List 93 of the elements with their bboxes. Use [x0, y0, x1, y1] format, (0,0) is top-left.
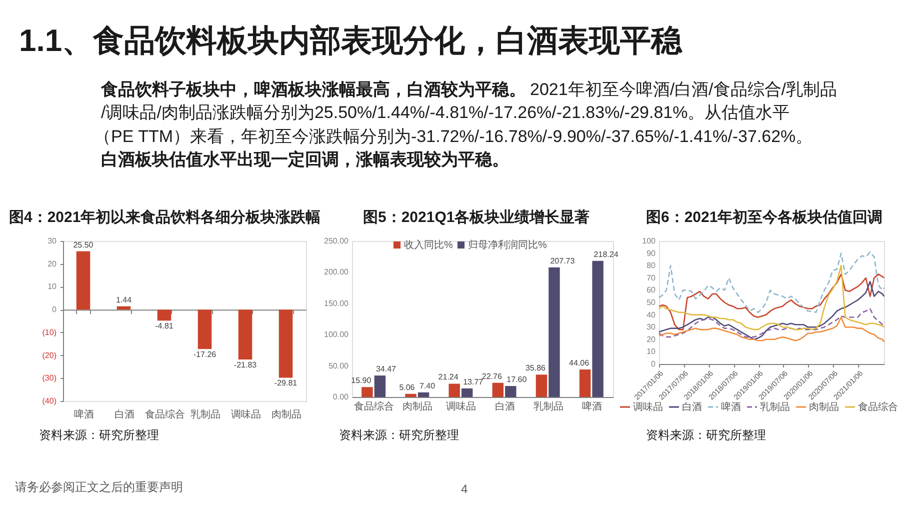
text: 资料来源：研究所整理 — [646, 428, 766, 442]
bar — [76, 251, 90, 310]
y-tick-label: (10) — [42, 328, 57, 337]
data-label: 13.77 — [463, 377, 484, 386]
legend-label: 收入同比% — [404, 239, 453, 251]
data-label: 15.90 — [351, 376, 372, 386]
y-tick-label: 30 — [646, 322, 656, 332]
bar — [405, 394, 416, 397]
y-tick-label: (20) — [42, 350, 57, 360]
chart-title: 图5：2021Q1各板块业绩增长显著 — [363, 209, 590, 226]
data-label: 22.76 — [482, 372, 502, 381]
y-tick-label: 40 — [646, 310, 656, 320]
bar — [492, 382, 504, 397]
data-label: 17.60 — [506, 375, 528, 384]
y-tick-label: 10 — [646, 347, 656, 356]
bar — [461, 388, 473, 397]
bar — [548, 267, 560, 397]
text: 白酒板块估值水平出现一定回调，涨幅表现较为平稳。 — [101, 150, 509, 169]
text: /调味品/肉制品涨跌幅分别为25.50%/1.44%/-4.81%/-17.26%/-21.83%/-29.81%。从估值水平 — [101, 103, 790, 122]
bar — [374, 375, 386, 397]
y-tick-label: 20 — [48, 259, 58, 268]
bar — [592, 260, 604, 397]
y-tick-label: 150.00 — [324, 298, 350, 308]
data-label: -21.83 — [234, 360, 258, 370]
text: 4 — [461, 482, 468, 496]
bar — [362, 387, 373, 397]
line-series — [658, 280, 885, 340]
text: 2021年初至今啤酒/白酒/食品综合/乳制品 — [530, 80, 837, 99]
x-tick-label: 乳制品 — [190, 408, 220, 420]
y-tick-label: 100.00 — [324, 330, 350, 340]
data-label: 25.50 — [73, 240, 94, 250]
line-series — [658, 308, 885, 338]
data-label: 21.24 — [438, 372, 459, 382]
chart-title: 图4：2021年初以来食品饮料各细分板块涨跌幅 — [9, 208, 321, 226]
y-tick-label: (40) — [42, 396, 57, 406]
y-tick-label: (30) — [42, 374, 57, 383]
data-label: 34.47 — [376, 364, 397, 374]
legend-label: 归母净利润同比% — [468, 239, 547, 251]
data-label: 7.40 — [420, 381, 436, 390]
text: （PE TTM）来看，年初至今涨跌幅分别为-31.72%/-16.78%/-9.90%/-37.65%/-1.41%/-37.62%。 — [94, 127, 813, 146]
data-label: 35.86 — [525, 364, 546, 373]
data-label: 207.73 — [550, 256, 576, 266]
x-tick-label: 调味品 — [446, 400, 476, 412]
y-tick-label: 10 — [48, 282, 58, 292]
text: 1.1、食品饮料板块内部表现分化，白酒表现平稳 — [19, 23, 684, 58]
y-tick-label: 30 — [48, 236, 58, 246]
data-label: -17.26 — [193, 350, 217, 360]
y-tick-label: 0.00 — [332, 392, 350, 402]
x-tick-label: 白酒 — [494, 400, 515, 412]
bar — [278, 310, 293, 378]
x-tick-label: 食品综合 — [354, 400, 394, 412]
y-tick-label: 70 — [646, 273, 656, 282]
y-tick-label: 50.00 — [328, 361, 350, 370]
x-tick-label: 调味品 — [230, 408, 261, 420]
y-tick-label: 20 — [646, 334, 656, 344]
data-label: 44.06 — [569, 358, 590, 368]
bar — [418, 392, 430, 397]
y-tick-label: 0 — [651, 360, 656, 368]
x-tick-label: 肉制品 — [402, 400, 433, 412]
y-tick-label: 200.00 — [324, 268, 350, 277]
bar — [579, 370, 591, 397]
x-tick-label: 啤酒 — [74, 408, 94, 420]
text: 请务必参阅正文之后的重要声明 — [15, 480, 183, 494]
bar — [157, 310, 172, 321]
y-tick-label: 100 — [642, 236, 656, 246]
y-tick-label: 50 — [646, 298, 656, 307]
x-tick-label: 啤酒 — [582, 400, 602, 412]
bar — [198, 310, 212, 350]
bar — [536, 374, 548, 397]
line-series — [658, 251, 885, 313]
x-tick-label: 乳制品 — [533, 400, 564, 412]
y-tick-label: 0 — [52, 305, 58, 314]
y-tick-label: 60 — [646, 286, 656, 295]
line-series — [658, 316, 885, 343]
x-tick-label: 肉制品 — [271, 408, 302, 420]
bar — [505, 386, 516, 397]
y-tick-label: 250.00 — [324, 236, 350, 246]
data-label: -29.81 — [274, 378, 298, 388]
data-label: 218.24 — [594, 250, 619, 259]
text: 资料来源：研究所整理 — [39, 428, 159, 442]
y-tick-label: 90 — [646, 248, 656, 258]
data-label: 1.44 — [116, 295, 132, 304]
y-tick-label: 80 — [646, 261, 656, 270]
x-tick-label: 白酒 — [114, 408, 134, 420]
x-tick-label: 食品综合 — [144, 408, 185, 420]
chart-title: 图6：2021年初至今各板块估值回调 — [646, 208, 883, 226]
data-label: -4.81 — [155, 322, 174, 331]
bar — [238, 310, 252, 360]
data-label: 5.06 — [399, 382, 416, 392]
text: 资料来源：研究所整理 — [339, 428, 459, 442]
text: 食品饮料子板块中，啤酒板块涨幅最高，白酒较为平稳。 — [100, 80, 526, 99]
bar — [116, 306, 131, 310]
bar — [448, 384, 460, 397]
